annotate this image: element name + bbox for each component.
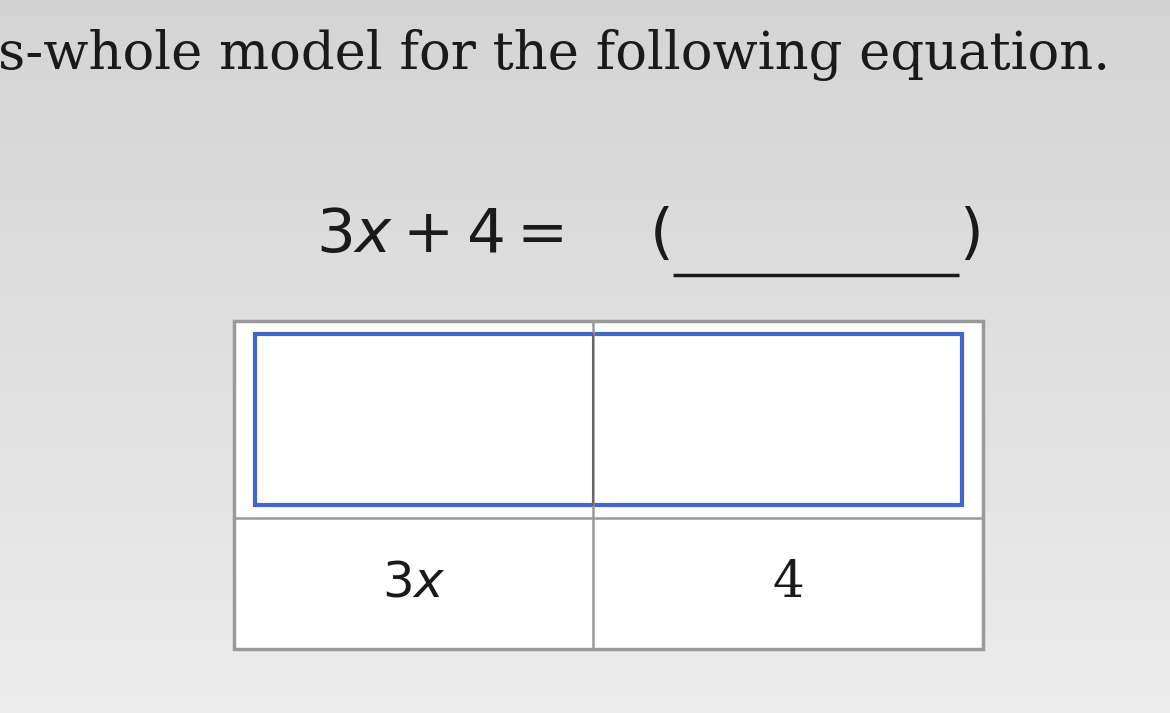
Text: $3x+4=$: $3x+4=$ [316, 205, 564, 265]
Text: $($: $($ [649, 205, 670, 265]
Text: ts-whole model for the following equation.: ts-whole model for the following equatio… [0, 29, 1109, 81]
Text: $3x$: $3x$ [381, 558, 446, 608]
Text: 4: 4 [772, 558, 804, 608]
Bar [234, 321, 983, 649]
Bar [234, 321, 983, 649]
Text: $)$: $)$ [959, 205, 980, 265]
Bar [255, 334, 962, 505]
